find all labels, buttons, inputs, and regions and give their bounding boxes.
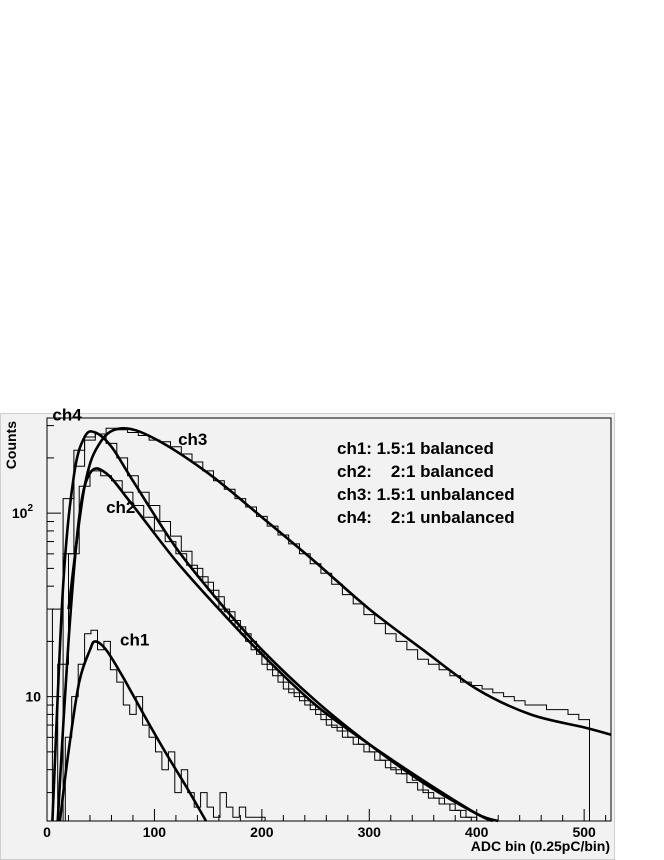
x-axis: 0 100 200 300 400 500 bbox=[43, 809, 607, 840]
series-label-ch2: ch2 bbox=[106, 498, 135, 517]
x-tick-label: 0 bbox=[43, 824, 51, 840]
y-axis-title: Counts bbox=[3, 421, 19, 469]
x-tick-label: 300 bbox=[358, 824, 382, 840]
series-label-ch1: ch1 bbox=[120, 630, 149, 649]
legend-entry: ch1: 1.5:1 balanced bbox=[337, 439, 494, 458]
x-axis-title: ADC bin (0.25pC/bin) bbox=[471, 838, 610, 854]
plot-frame bbox=[46, 417, 612, 822]
x-tick-label: 500 bbox=[572, 824, 596, 840]
y-tick-label: 10 bbox=[25, 689, 41, 705]
legend-entry: ch4: 2:1 unbalanced bbox=[337, 508, 515, 527]
legend-entry: ch2: 2:1 balanced bbox=[337, 462, 494, 481]
x-tick-label: 100 bbox=[143, 824, 167, 840]
series-label-ch3: ch3 bbox=[178, 430, 207, 449]
series-labels: ch1 ch2 ch3 ch4 bbox=[52, 405, 207, 649]
fit-curve-ch3 bbox=[67, 426, 612, 736]
fit-curve-ch1 bbox=[58, 640, 208, 822]
fit-curves bbox=[51, 426, 612, 823]
series-label-ch4: ch4 bbox=[52, 405, 82, 424]
x-tick-label: 200 bbox=[250, 824, 274, 840]
x-tick-label: 400 bbox=[465, 824, 489, 840]
legend: ch1: 1.5:1 balanced ch2: 2:1 balanced ch3:… bbox=[337, 439, 515, 527]
fit-curve-ch4 bbox=[51, 430, 499, 823]
histogram-ch1 bbox=[64, 629, 266, 821]
y-tick-exponent: 2 bbox=[27, 503, 33, 514]
legend-entry: ch3: 1.5:1 unbalanced bbox=[337, 485, 515, 504]
